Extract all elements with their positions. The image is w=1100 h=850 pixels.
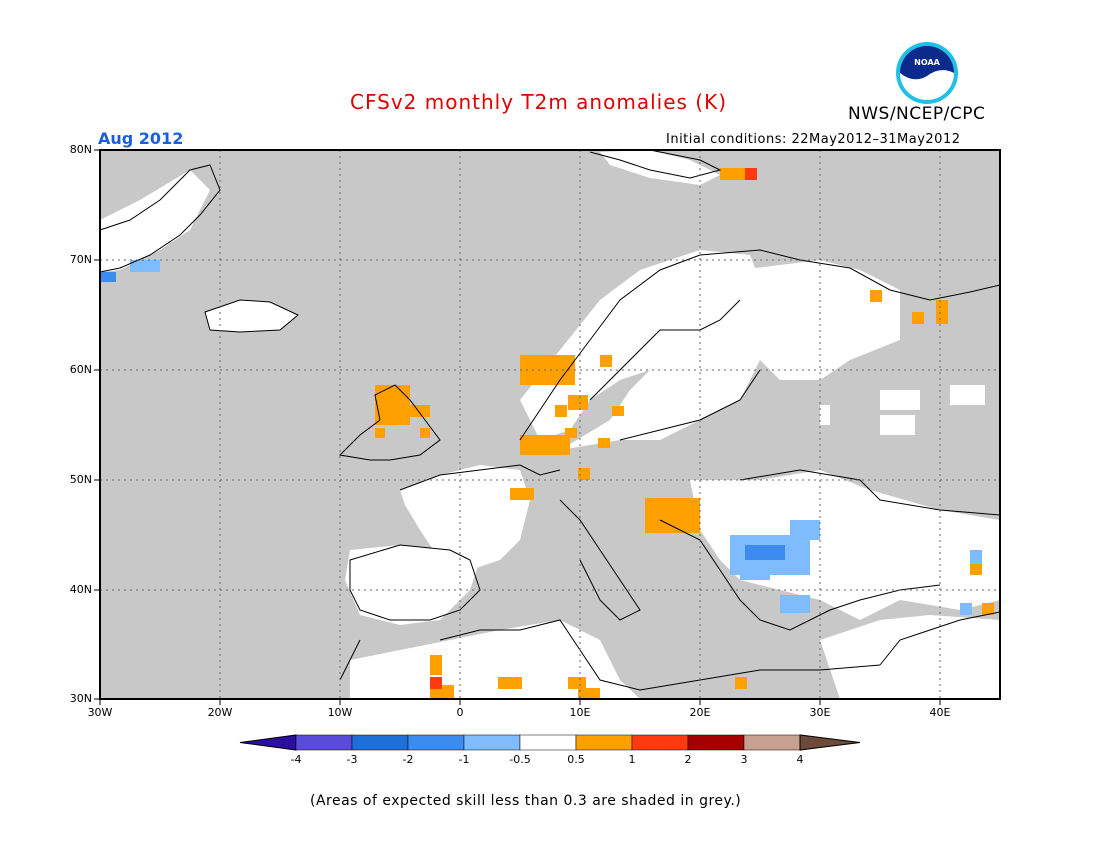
- legend-tick-label: -4: [291, 753, 302, 766]
- skill-footnote: (Areas of expected skill less than 0.3 a…: [310, 793, 742, 809]
- agency-label: NWS/NCEP/CPC: [848, 104, 986, 124]
- lon-label: 10E: [569, 706, 591, 719]
- legend-swatch: [519, 734, 577, 751]
- lat-label: 70N: [69, 253, 92, 266]
- legend-swatch: [799, 734, 861, 751]
- colder-anomaly-cells: [100, 272, 785, 560]
- legend-swatch: [687, 734, 745, 751]
- legend-swatch: [631, 734, 689, 751]
- lat-label: 60N: [69, 363, 92, 376]
- axis-ticks: [94, 149, 941, 705]
- legend-tick-label: 2: [685, 753, 692, 766]
- legend-tick-label: -1: [459, 753, 470, 766]
- lat-label: 80N: [69, 143, 92, 156]
- lon-label: 10W: [327, 706, 353, 719]
- lat-label: 40N: [69, 583, 92, 596]
- legend-swatch: [407, 734, 465, 751]
- legend-tick-label: -3: [347, 753, 358, 766]
- lat-label: 50N: [69, 473, 92, 486]
- legend-tick-label: 3: [741, 753, 748, 766]
- forecast-month: Aug 2012: [98, 129, 184, 148]
- legend-swatch: [295, 734, 353, 751]
- coastlines: [99, 149, 1001, 691]
- lon-label: 20W: [207, 706, 233, 719]
- lon-label: 30W: [87, 706, 113, 719]
- legend-colorbar: -4 -3 -2 -1 -0.5 0.5 1 2 3 4: [239, 734, 861, 766]
- lon-label: 40E: [929, 706, 951, 719]
- cool-anomaly-cells: [130, 260, 982, 615]
- lon-label: 30E: [809, 706, 831, 719]
- chart-title: CFSv2 monthly T2m anomalies (K): [350, 90, 727, 114]
- legend-swatch: [743, 734, 801, 751]
- legend-swatch: [463, 734, 521, 751]
- legend-tick-label: 0.5: [567, 753, 585, 766]
- legend-swatch: [239, 734, 297, 751]
- initial-conditions: Initial conditions: 22May2012–31May2012: [666, 132, 961, 147]
- noaa-logo: NOAA: [894, 40, 960, 110]
- gridlines: [100, 150, 1000, 699]
- lon-label: 20E: [689, 706, 711, 719]
- legend-tick-label: -2: [403, 753, 414, 766]
- legend-swatch: [575, 734, 633, 751]
- map-frame: [99, 149, 1001, 700]
- hot-anomaly-cells: [430, 168, 757, 689]
- svg-text:NOAA: NOAA: [914, 58, 940, 67]
- lat-label: 30N: [69, 692, 92, 705]
- legend-tick-label: -0.5: [509, 753, 530, 766]
- legend-swatch: [351, 734, 409, 751]
- legend-tick-label: 1: [629, 753, 636, 766]
- lon-label: 0: [456, 706, 464, 719]
- legend-tick-label: 4: [797, 753, 804, 766]
